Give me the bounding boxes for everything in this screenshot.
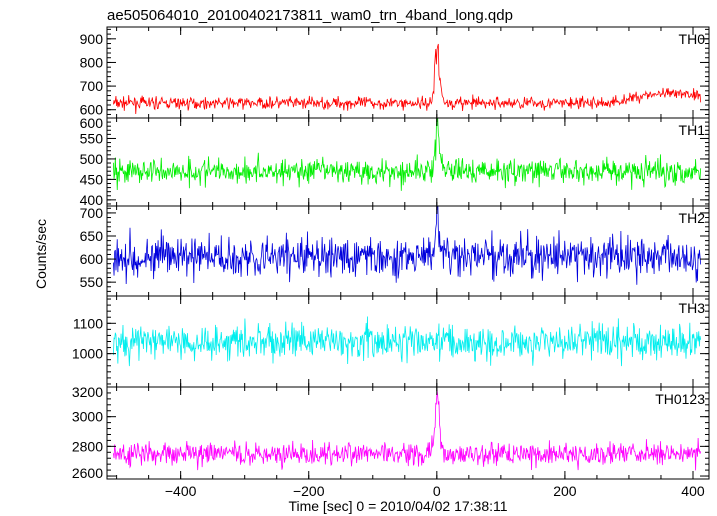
series-label-th2: TH2 <box>679 210 706 226</box>
x-axis: −400 −200 0 200 400 <box>165 483 705 499</box>
y-tick-label: 400 <box>80 192 104 208</box>
series-label-th1: TH1 <box>679 122 706 138</box>
y-tick-label: 600 <box>80 115 104 131</box>
panel-frame <box>106 386 710 480</box>
series-line-th2 <box>113 206 702 285</box>
x-tick-label: 200 <box>553 483 577 499</box>
panel-frame <box>106 117 710 207</box>
y-tick-label: 700 <box>80 78 104 94</box>
series-line-th3 <box>113 316 702 367</box>
y-tick-label: 550 <box>80 130 104 146</box>
y-tick-label: 600 <box>80 251 104 267</box>
y-axis-title: Counts/sec <box>33 219 49 289</box>
panel-th2: 550 600 650 700 TH2 <box>80 205 710 297</box>
y-tick-label: 2800 <box>72 438 103 454</box>
y-tick-label: 700 <box>80 205 104 221</box>
series-label-th3: TH3 <box>679 300 706 316</box>
y-tick-label: 3200 <box>72 384 103 400</box>
y-tick-label: 1000 <box>72 346 103 362</box>
panel-th0123: 2600 2800 3000 3200 TH0123 <box>72 384 710 481</box>
panel-th3: 1000 1100 TH3 <box>72 295 710 388</box>
y-tick-label: 800 <box>80 54 104 70</box>
y-tick-label: 550 <box>80 274 104 290</box>
x-tick-label: 0 <box>433 483 441 499</box>
y-tick-label: 3000 <box>72 409 103 425</box>
series-line-th1 <box>113 118 702 191</box>
y-tick-label: 600 <box>80 102 104 118</box>
series-label-th0123: TH0123 <box>655 391 705 407</box>
y-tick-label: 500 <box>80 151 104 167</box>
y-tick-label: 450 <box>80 171 104 187</box>
y-tick-label: 650 <box>80 228 104 244</box>
series-label-th0: TH0 <box>679 31 706 47</box>
x-tick-label: 400 <box>681 483 705 499</box>
chart-title: ae505064010_20100402173811_wam0_trn_4ban… <box>107 7 513 24</box>
x-axis-title: Time [sec] 0 = 2010/04/02 17:38:11 <box>288 498 507 514</box>
x-tick-label: −200 <box>293 483 325 499</box>
series-line-th0 <box>113 43 702 114</box>
y-tick-label: 1100 <box>73 315 103 331</box>
x-tick-label: −400 <box>165 483 197 499</box>
panel-th0: 600 700 800 900 TH0 <box>80 26 710 119</box>
y-tick-label: 900 <box>80 31 104 47</box>
y-tick-label: 2600 <box>72 465 103 481</box>
series-line-th0123 <box>113 389 702 471</box>
